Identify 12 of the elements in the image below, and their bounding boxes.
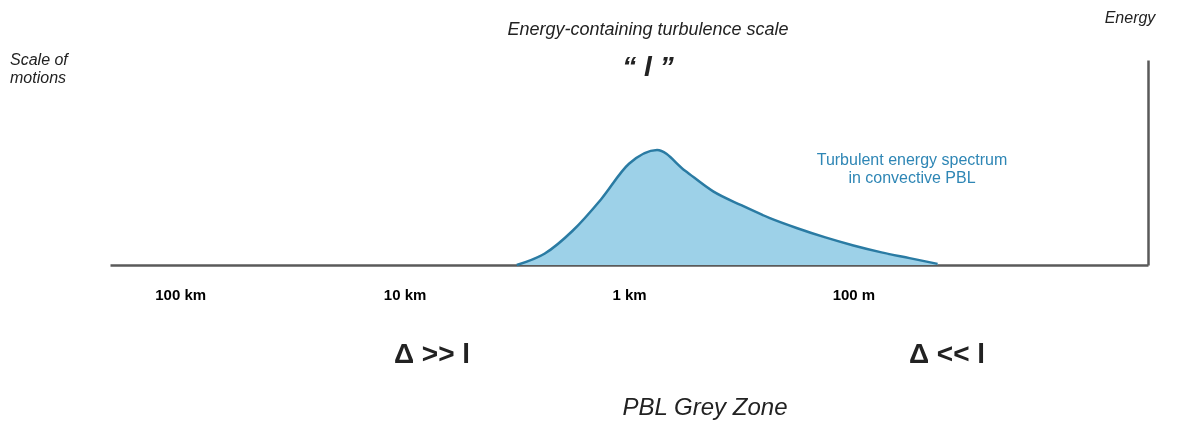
annotation: Turbulent energy spectrum in convective PBL [816, 151, 1008, 186]
x-tick-label: 100 km [155, 285, 207, 303]
text: Δ >> l [393, 338, 471, 369]
text: “ l ” [622, 51, 674, 82]
x-tick-label: 10 km [383, 285, 427, 303]
text: PBL Grey Zone [622, 393, 788, 420]
x-axis-title: Scale of motions [10, 51, 70, 86]
text: Δ << l [908, 338, 986, 369]
x-tick-label: 1 km [612, 285, 647, 303]
x-tick-label: 100 m [832, 285, 876, 303]
text: Energy [1104, 9, 1157, 26]
text: Energy-containing turbulence scale [507, 19, 789, 39]
